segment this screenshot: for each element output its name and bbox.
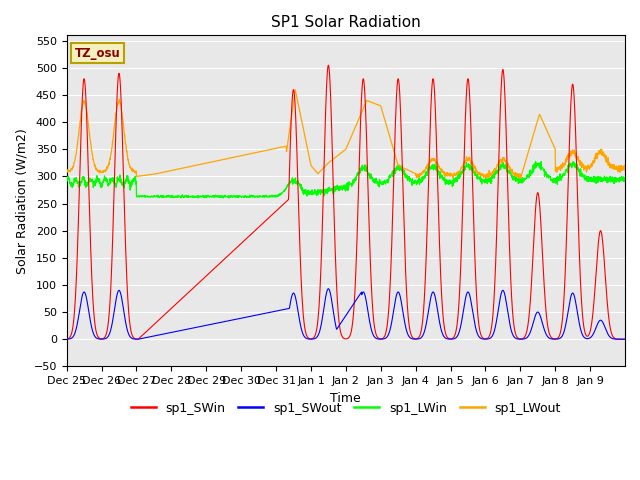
Legend: sp1_SWin, sp1_SWout, sp1_LWin, sp1_LWout: sp1_SWin, sp1_SWout, sp1_LWin, sp1_LWout — [125, 396, 566, 420]
Title: SP1 Solar Radiation: SP1 Solar Radiation — [271, 15, 420, 30]
X-axis label: Time: Time — [330, 392, 361, 405]
Y-axis label: Solar Radiation (W/m2): Solar Radiation (W/m2) — [15, 128, 28, 274]
Text: TZ_osu: TZ_osu — [75, 47, 121, 60]
